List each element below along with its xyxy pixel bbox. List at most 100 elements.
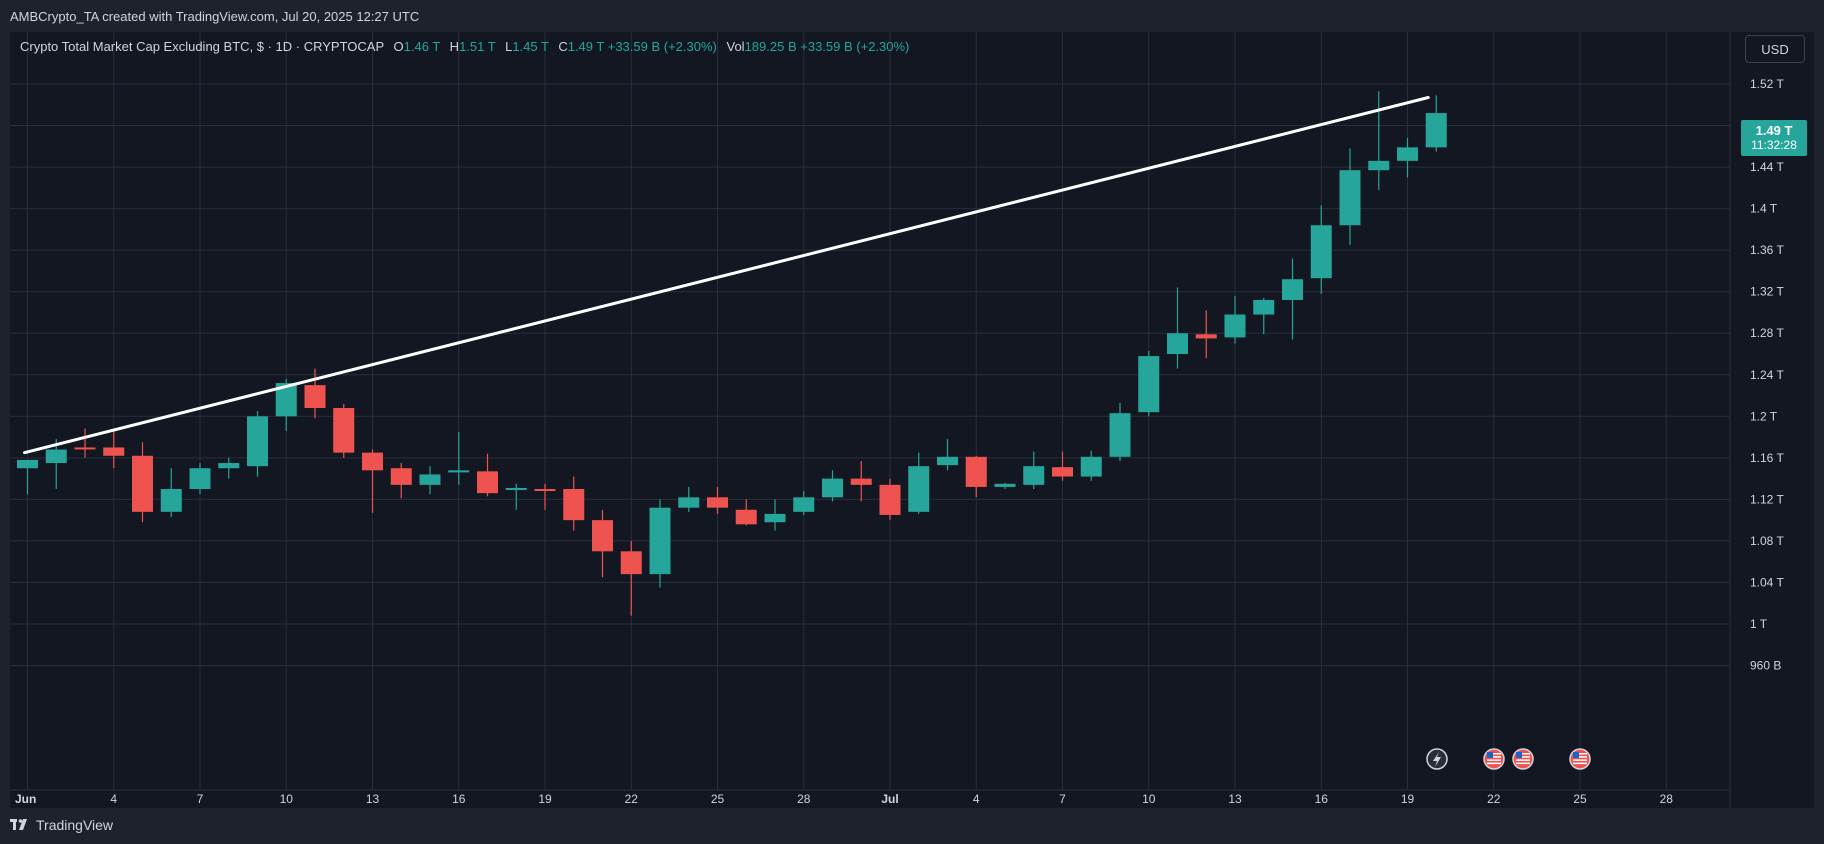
- candle-up: [160, 489, 182, 512]
- high-value: 1.51 T: [459, 39, 496, 54]
- candle-down: [477, 471, 498, 494]
- trendline[interactable]: [23, 96, 1430, 455]
- plot-background: [10, 32, 1814, 808]
- y-tick-label: 1.24 T: [1750, 368, 1784, 382]
- x-tick-label: 4: [973, 792, 980, 806]
- x-tick-label: 16: [1315, 792, 1329, 806]
- tradingview-brand[interactable]: TradingView: [10, 817, 113, 833]
- us-flag-icon[interactable]: [1483, 748, 1505, 770]
- candle-down: [333, 408, 355, 453]
- candle-up: [1023, 466, 1045, 485]
- candle-up: [678, 497, 700, 508]
- candle-down: [563, 489, 585, 521]
- candle-down: [592, 520, 613, 552]
- y-tick-label: 1.52 T: [1750, 77, 1784, 91]
- candle-down: [735, 509, 757, 525]
- candle-up: [793, 497, 815, 512]
- close-value: 1.49 T: [567, 39, 605, 54]
- last-price: 1.49 T: [1755, 123, 1793, 138]
- candle-up: [908, 466, 930, 512]
- candle-up: [45, 449, 67, 464]
- x-tick-label: 19: [1401, 792, 1415, 806]
- chart-caption: AMBCrypto_TA created with TradingView.co…: [10, 9, 420, 24]
- volume-value: 189.25 B: [744, 39, 797, 54]
- x-tick-label: 13: [1228, 792, 1242, 806]
- x-tick-label: 25: [711, 792, 725, 806]
- us-flag-icon[interactable]: [1569, 748, 1591, 770]
- candle-up: [247, 416, 268, 467]
- candle-down: [1195, 334, 1217, 339]
- y-tick-label: 1.28 T: [1750, 326, 1784, 340]
- y-tick-label: 1.2 T: [1750, 409, 1778, 423]
- x-tick-label: 13: [366, 792, 380, 806]
- candle-down: [74, 447, 96, 450]
- y-tick-label: 1.16 T: [1750, 451, 1784, 465]
- x-tick-label: 28: [797, 792, 811, 806]
- candle-up: [189, 468, 211, 489]
- candle-up: [1253, 300, 1275, 315]
- candle-up: [1310, 225, 1332, 279]
- y-tick-label: 1.44 T: [1750, 160, 1784, 174]
- x-tick-label: 10: [280, 792, 294, 806]
- candle-up: [1339, 170, 1361, 226]
- candle-up: [1397, 147, 1418, 161]
- candle-up: [937, 456, 958, 466]
- symbol-legend: Crypto Total Market Cap Excluding BTC, $…: [20, 39, 909, 54]
- change-value: +33.59 B (+2.30%): [607, 39, 717, 54]
- low-value: 1.45 T: [512, 39, 549, 54]
- candle-up: [419, 474, 441, 485]
- candle-up: [649, 507, 671, 575]
- candle-up: [275, 383, 297, 417]
- y-tick-label: 1.32 T: [1750, 285, 1784, 299]
- lightning-icon[interactable]: [1426, 748, 1448, 770]
- volume-change: +33.59 B (+2.30%): [800, 39, 910, 54]
- candle-down: [534, 489, 556, 491]
- x-tick-label: Jul: [881, 792, 898, 806]
- candle-down: [362, 452, 383, 471]
- x-tick-label: 28: [1660, 792, 1674, 806]
- candle-down: [132, 455, 153, 512]
- candle-up: [1224, 314, 1246, 338]
- candle-down: [1052, 467, 1073, 477]
- symbol-title: Crypto Total Market Cap Excluding BTC, $…: [20, 39, 384, 54]
- volume-label: Vol: [726, 39, 745, 54]
- candle-down: [390, 468, 412, 485]
- currency-button[interactable]: USD: [1745, 35, 1805, 63]
- candle-down: [620, 551, 642, 575]
- x-tick-label: 19: [538, 792, 552, 806]
- brand-name: TradingView: [36, 817, 114, 833]
- chart-canvas[interactable]: 1.52 T1.48 T1.44 T1.4 T1.36 T1.32 T1.28 …: [0, 30, 1824, 814]
- y-tick-label: 1.36 T: [1750, 243, 1784, 257]
- y-tick-label: 1.04 T: [1750, 575, 1784, 589]
- candle-down: [304, 385, 326, 408]
- candle-up: [17, 459, 38, 469]
- bar-countdown: 11:32:28: [1751, 138, 1797, 152]
- footer-bar: [0, 814, 1824, 844]
- high-label: H: [449, 39, 460, 54]
- chart-frame: 1.52 T1.48 T1.44 T1.4 T1.36 T1.32 T1.28 …: [0, 30, 1824, 814]
- candle-up: [1425, 113, 1447, 148]
- candle-down: [707, 497, 728, 508]
- candle-up: [1282, 279, 1303, 300]
- y-tick-label: 1.4 T: [1750, 202, 1778, 216]
- candle-up: [505, 487, 527, 491]
- x-tick-label: 22: [625, 792, 639, 806]
- candle-down: [965, 456, 987, 487]
- candle-up: [994, 483, 1016, 487]
- candle-up: [218, 463, 240, 469]
- y-tick-label: 960 B: [1750, 659, 1781, 673]
- close-label: C: [558, 39, 568, 54]
- us-flag-icon[interactable]: [1512, 748, 1534, 770]
- tradingview-logo-icon: [10, 819, 27, 830]
- candle-up: [822, 478, 843, 498]
- low-label: L: [505, 39, 513, 54]
- candle-up: [1167, 333, 1188, 354]
- x-tick-label: 7: [197, 792, 204, 806]
- candle-down: [850, 478, 872, 485]
- last-price-badge: 1.49 T 11:32:28: [1741, 120, 1807, 156]
- x-tick-label: 25: [1573, 792, 1587, 806]
- y-tick-label: 1.12 T: [1750, 492, 1784, 506]
- candle-up: [1138, 356, 1160, 413]
- candle-up: [448, 470, 470, 473]
- candle-down: [103, 447, 125, 456]
